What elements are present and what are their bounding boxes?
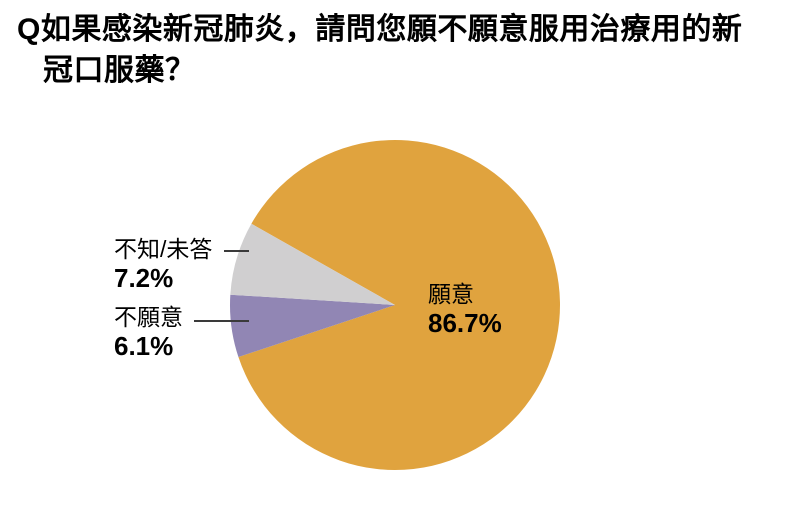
title-line-1: Q如果感染新冠肺炎，請問您願不願意服用治療用的新 [17, 13, 743, 46]
slice-label-willing: 願意 [428, 281, 474, 307]
pie-slice-1 [229, 294, 395, 358]
leader-line-unwilling [194, 320, 249, 322]
pie-slice-0 [238, 139, 561, 470]
leader-line-unknown [224, 250, 249, 252]
pie-slice-2 [230, 223, 395, 305]
slice-value-unknown: 7.2% [114, 263, 174, 293]
title-line-2: 冠口服藥？ [43, 54, 196, 87]
label-group-unwilling: 不願意 6.1% [114, 304, 183, 361]
label-group-unknown: 不知/未答 7.2% [114, 236, 212, 293]
slice-value-willing: 86.7% [428, 308, 502, 338]
slice-label-unknown: 不知/未答 [114, 236, 213, 262]
slice-value-unwilling: 6.1% [114, 331, 174, 361]
label-group-willing: 願意 86.7% [428, 281, 502, 338]
slice-label-unwilling: 不願意 [114, 304, 183, 330]
chart-title: Q如果感染新冠肺炎，請問您願不願意服用治療用的新 冠口服藥？ [17, 9, 742, 91]
